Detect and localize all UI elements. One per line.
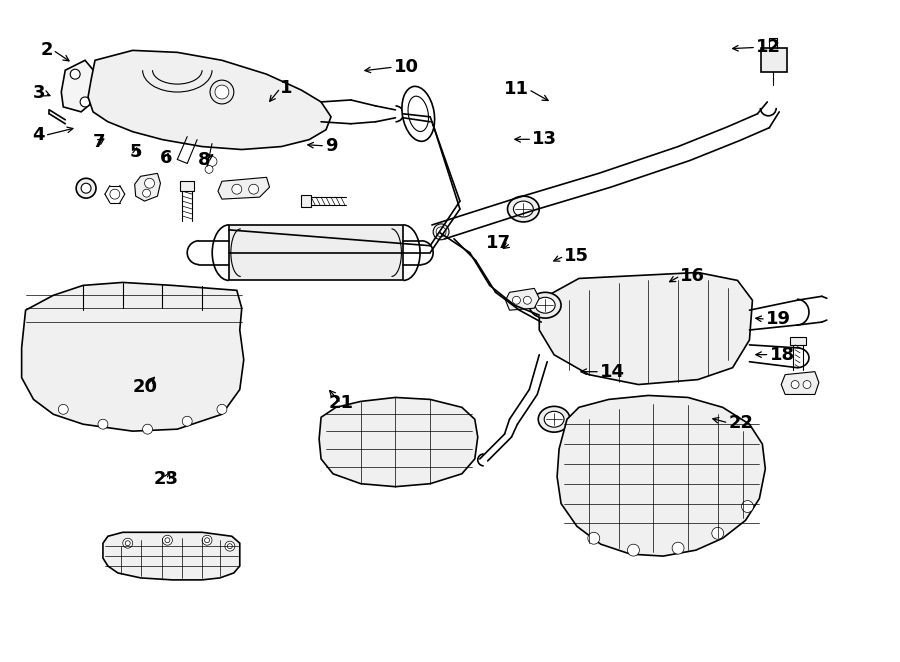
Circle shape (433, 224, 449, 240)
Polygon shape (557, 395, 765, 556)
Circle shape (248, 184, 258, 194)
Text: 11: 11 (503, 80, 528, 99)
Circle shape (232, 184, 242, 194)
Text: 16: 16 (680, 267, 706, 285)
Text: 9: 9 (325, 137, 338, 155)
Circle shape (202, 536, 212, 545)
Circle shape (142, 189, 150, 197)
Circle shape (217, 404, 227, 414)
Text: 15: 15 (564, 247, 590, 265)
Polygon shape (506, 289, 539, 310)
Circle shape (204, 538, 210, 543)
Ellipse shape (538, 406, 570, 432)
Polygon shape (790, 337, 806, 345)
Circle shape (228, 544, 232, 549)
Circle shape (791, 381, 799, 389)
Circle shape (80, 97, 90, 107)
Ellipse shape (508, 196, 539, 222)
Circle shape (712, 528, 724, 540)
Ellipse shape (536, 297, 555, 313)
Polygon shape (22, 283, 244, 431)
Polygon shape (88, 50, 331, 150)
Text: 6: 6 (160, 149, 173, 167)
Circle shape (165, 538, 170, 543)
Circle shape (436, 227, 446, 237)
Text: 22: 22 (728, 414, 753, 432)
Text: 23: 23 (154, 471, 179, 489)
Circle shape (803, 381, 811, 389)
Circle shape (98, 419, 108, 429)
Circle shape (122, 538, 132, 548)
Text: 14: 14 (600, 363, 625, 381)
Ellipse shape (402, 86, 435, 141)
Circle shape (215, 85, 229, 99)
Circle shape (627, 544, 639, 556)
Polygon shape (103, 532, 239, 580)
Ellipse shape (408, 96, 428, 132)
Circle shape (58, 404, 68, 414)
Polygon shape (539, 273, 752, 385)
Text: 21: 21 (328, 394, 354, 412)
Polygon shape (761, 48, 788, 72)
Polygon shape (135, 173, 160, 201)
Ellipse shape (514, 201, 534, 217)
Circle shape (142, 424, 152, 434)
Circle shape (672, 542, 684, 554)
Polygon shape (229, 225, 403, 281)
Circle shape (110, 189, 120, 199)
Circle shape (588, 532, 599, 544)
Circle shape (742, 500, 753, 512)
Circle shape (183, 416, 193, 426)
Text: 10: 10 (394, 58, 418, 76)
Text: 18: 18 (770, 346, 795, 363)
Circle shape (162, 536, 172, 545)
Circle shape (210, 80, 234, 104)
Circle shape (512, 297, 520, 305)
Polygon shape (320, 397, 478, 487)
Text: 1: 1 (281, 79, 292, 97)
Circle shape (81, 183, 91, 193)
Circle shape (205, 166, 213, 173)
Text: 5: 5 (130, 143, 142, 161)
Text: 19: 19 (766, 310, 791, 328)
Circle shape (76, 178, 96, 198)
Ellipse shape (529, 293, 561, 318)
Text: 8: 8 (198, 152, 211, 169)
Circle shape (225, 542, 235, 551)
Polygon shape (781, 371, 819, 395)
Polygon shape (302, 195, 311, 207)
Text: 12: 12 (756, 38, 781, 56)
Circle shape (70, 70, 80, 79)
Circle shape (207, 156, 217, 166)
Text: 20: 20 (132, 379, 157, 397)
Circle shape (524, 297, 531, 305)
Text: 17: 17 (486, 234, 510, 252)
Polygon shape (218, 177, 269, 199)
Text: 13: 13 (532, 130, 557, 148)
Text: 3: 3 (32, 84, 45, 103)
Text: 2: 2 (40, 41, 53, 59)
Text: 7: 7 (93, 133, 105, 151)
Polygon shape (61, 60, 95, 112)
Circle shape (145, 178, 155, 188)
Ellipse shape (544, 411, 564, 427)
Circle shape (125, 541, 130, 545)
Text: 4: 4 (32, 126, 45, 144)
Polygon shape (180, 181, 194, 191)
